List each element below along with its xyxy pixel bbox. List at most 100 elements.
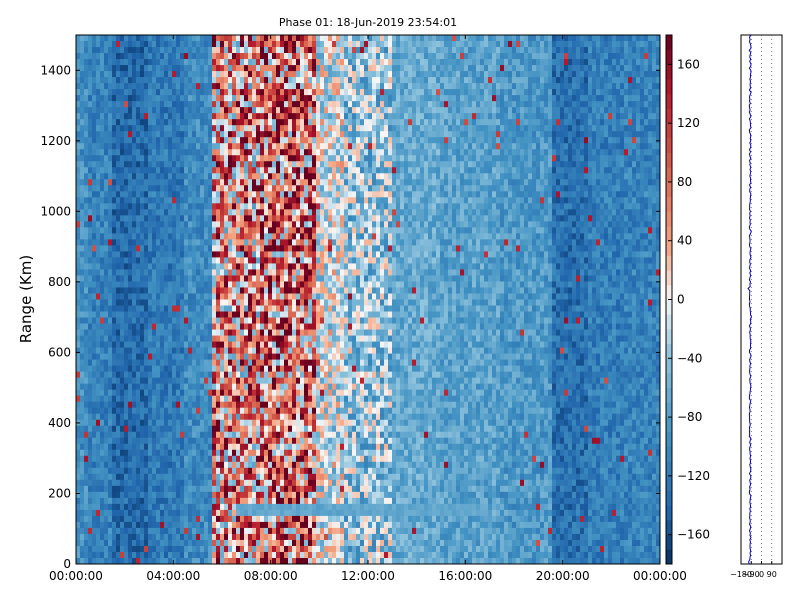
heatmap-cell — [148, 161, 153, 168]
heatmap-cell — [288, 293, 293, 300]
heatmap-cell — [264, 257, 269, 264]
heatmap-cell — [168, 497, 173, 505]
heatmap-cell — [236, 305, 241, 312]
heatmap-cell — [116, 185, 121, 192]
heatmap-cell — [128, 443, 133, 451]
heatmap-cell — [128, 59, 133, 66]
heatmap-cell — [96, 155, 101, 162]
heatmap-cell — [212, 77, 217, 84]
heatmap-cell — [188, 317, 193, 324]
heatmap-cell — [212, 509, 217, 517]
heatmap-cell — [108, 545, 113, 553]
heatmap-cell — [280, 125, 285, 132]
heatmap-cell — [228, 551, 233, 559]
heatmap-cell — [140, 509, 145, 517]
heatmap-cell — [252, 95, 257, 102]
heatmap-cell — [200, 431, 205, 439]
heatmap-cell — [208, 467, 213, 475]
heatmap-cell — [164, 47, 169, 54]
heatmap-cell — [204, 101, 209, 108]
heatmap-cell — [144, 227, 149, 234]
heatmap-cell — [196, 503, 201, 511]
heatmap-cell — [104, 143, 109, 150]
heatmap-cell — [268, 269, 273, 276]
heatmap-cell — [132, 317, 137, 324]
heatmap-cell — [236, 65, 241, 72]
heatmap-cell — [136, 383, 141, 391]
heatmap-cell — [248, 431, 253, 439]
heatmap-cell — [240, 125, 245, 132]
heatmap-cell — [292, 539, 297, 547]
heatmap-cell — [284, 131, 289, 138]
heatmap-cell — [232, 329, 237, 336]
heatmap-cell — [292, 293, 297, 300]
heatmap-cell — [84, 461, 89, 469]
heatmap-cell — [160, 491, 165, 499]
heatmap-cell — [220, 383, 225, 391]
heatmap-cell — [280, 215, 285, 222]
heatmap-cell — [228, 317, 233, 324]
heatmap-cell — [232, 509, 237, 517]
heatmap-cell — [76, 533, 81, 541]
heatmap-cell — [120, 143, 125, 150]
heatmap-cell — [276, 515, 281, 523]
heatmap-cell — [136, 467, 141, 475]
heatmap-cell — [216, 521, 221, 529]
heatmap-cell — [80, 521, 85, 529]
heatmap-cell — [192, 485, 197, 493]
heatmap-cell — [248, 365, 253, 373]
heatmap-cell — [260, 149, 265, 156]
heatmap-cell — [288, 461, 293, 469]
heatmap-cell — [76, 395, 81, 403]
heatmap-cell — [88, 467, 93, 475]
heatmap-cell — [260, 347, 265, 354]
heatmap-cell — [160, 527, 165, 535]
heatmap-cell — [160, 293, 165, 300]
heatmap-cell — [88, 101, 93, 108]
heatmap-cell — [116, 431, 121, 439]
heatmap-cell — [200, 149, 205, 156]
heatmap-cell — [88, 305, 93, 312]
heatmap-cell — [80, 473, 85, 481]
heatmap-cell — [76, 515, 81, 523]
heatmap-cell — [212, 365, 217, 373]
heatmap-cell — [292, 425, 297, 433]
heatmap-cell — [280, 239, 285, 246]
heatmap-cell — [168, 479, 173, 487]
heatmap-cell — [172, 251, 177, 258]
heatmap-cell — [112, 179, 117, 186]
heatmap-cell — [156, 515, 161, 523]
heatmap-cell — [216, 407, 221, 415]
heatmap-cell — [112, 245, 117, 252]
heatmap-cell — [240, 83, 245, 90]
heatmap-cell — [160, 323, 165, 330]
heatmap-cell — [216, 137, 221, 144]
heatmap-cell — [188, 443, 193, 451]
heatmap-cell — [236, 107, 241, 114]
heatmap-cell — [236, 437, 241, 445]
heatmap-cell — [188, 53, 193, 60]
heatmap-cell — [276, 347, 281, 354]
heatmap-cell — [276, 455, 281, 463]
heatmap-cell — [116, 365, 121, 373]
heatmap-cell — [92, 245, 97, 252]
heatmap-cell — [164, 161, 169, 168]
heatmap-cell — [228, 269, 233, 276]
heatmap-cell — [128, 539, 133, 547]
heatmap-cell — [212, 89, 217, 96]
heatmap-cell — [208, 395, 213, 403]
heatmap-cell — [144, 401, 149, 409]
heatmap-cell — [232, 95, 237, 102]
heatmap-cell — [200, 455, 205, 463]
heatmap-cells — [76, 35, 661, 565]
heatmap-cell — [96, 467, 101, 475]
heatmap-cell — [196, 263, 201, 270]
heatmap-cell — [244, 467, 249, 475]
heatmap-cell — [152, 257, 157, 264]
heatmap-cell — [268, 185, 273, 192]
heatmap-cell — [136, 419, 141, 427]
heatmap-cell — [284, 209, 289, 216]
heatmap-cell — [208, 89, 213, 96]
heatmap-cell — [164, 95, 169, 102]
heatmap-cell — [232, 47, 237, 54]
